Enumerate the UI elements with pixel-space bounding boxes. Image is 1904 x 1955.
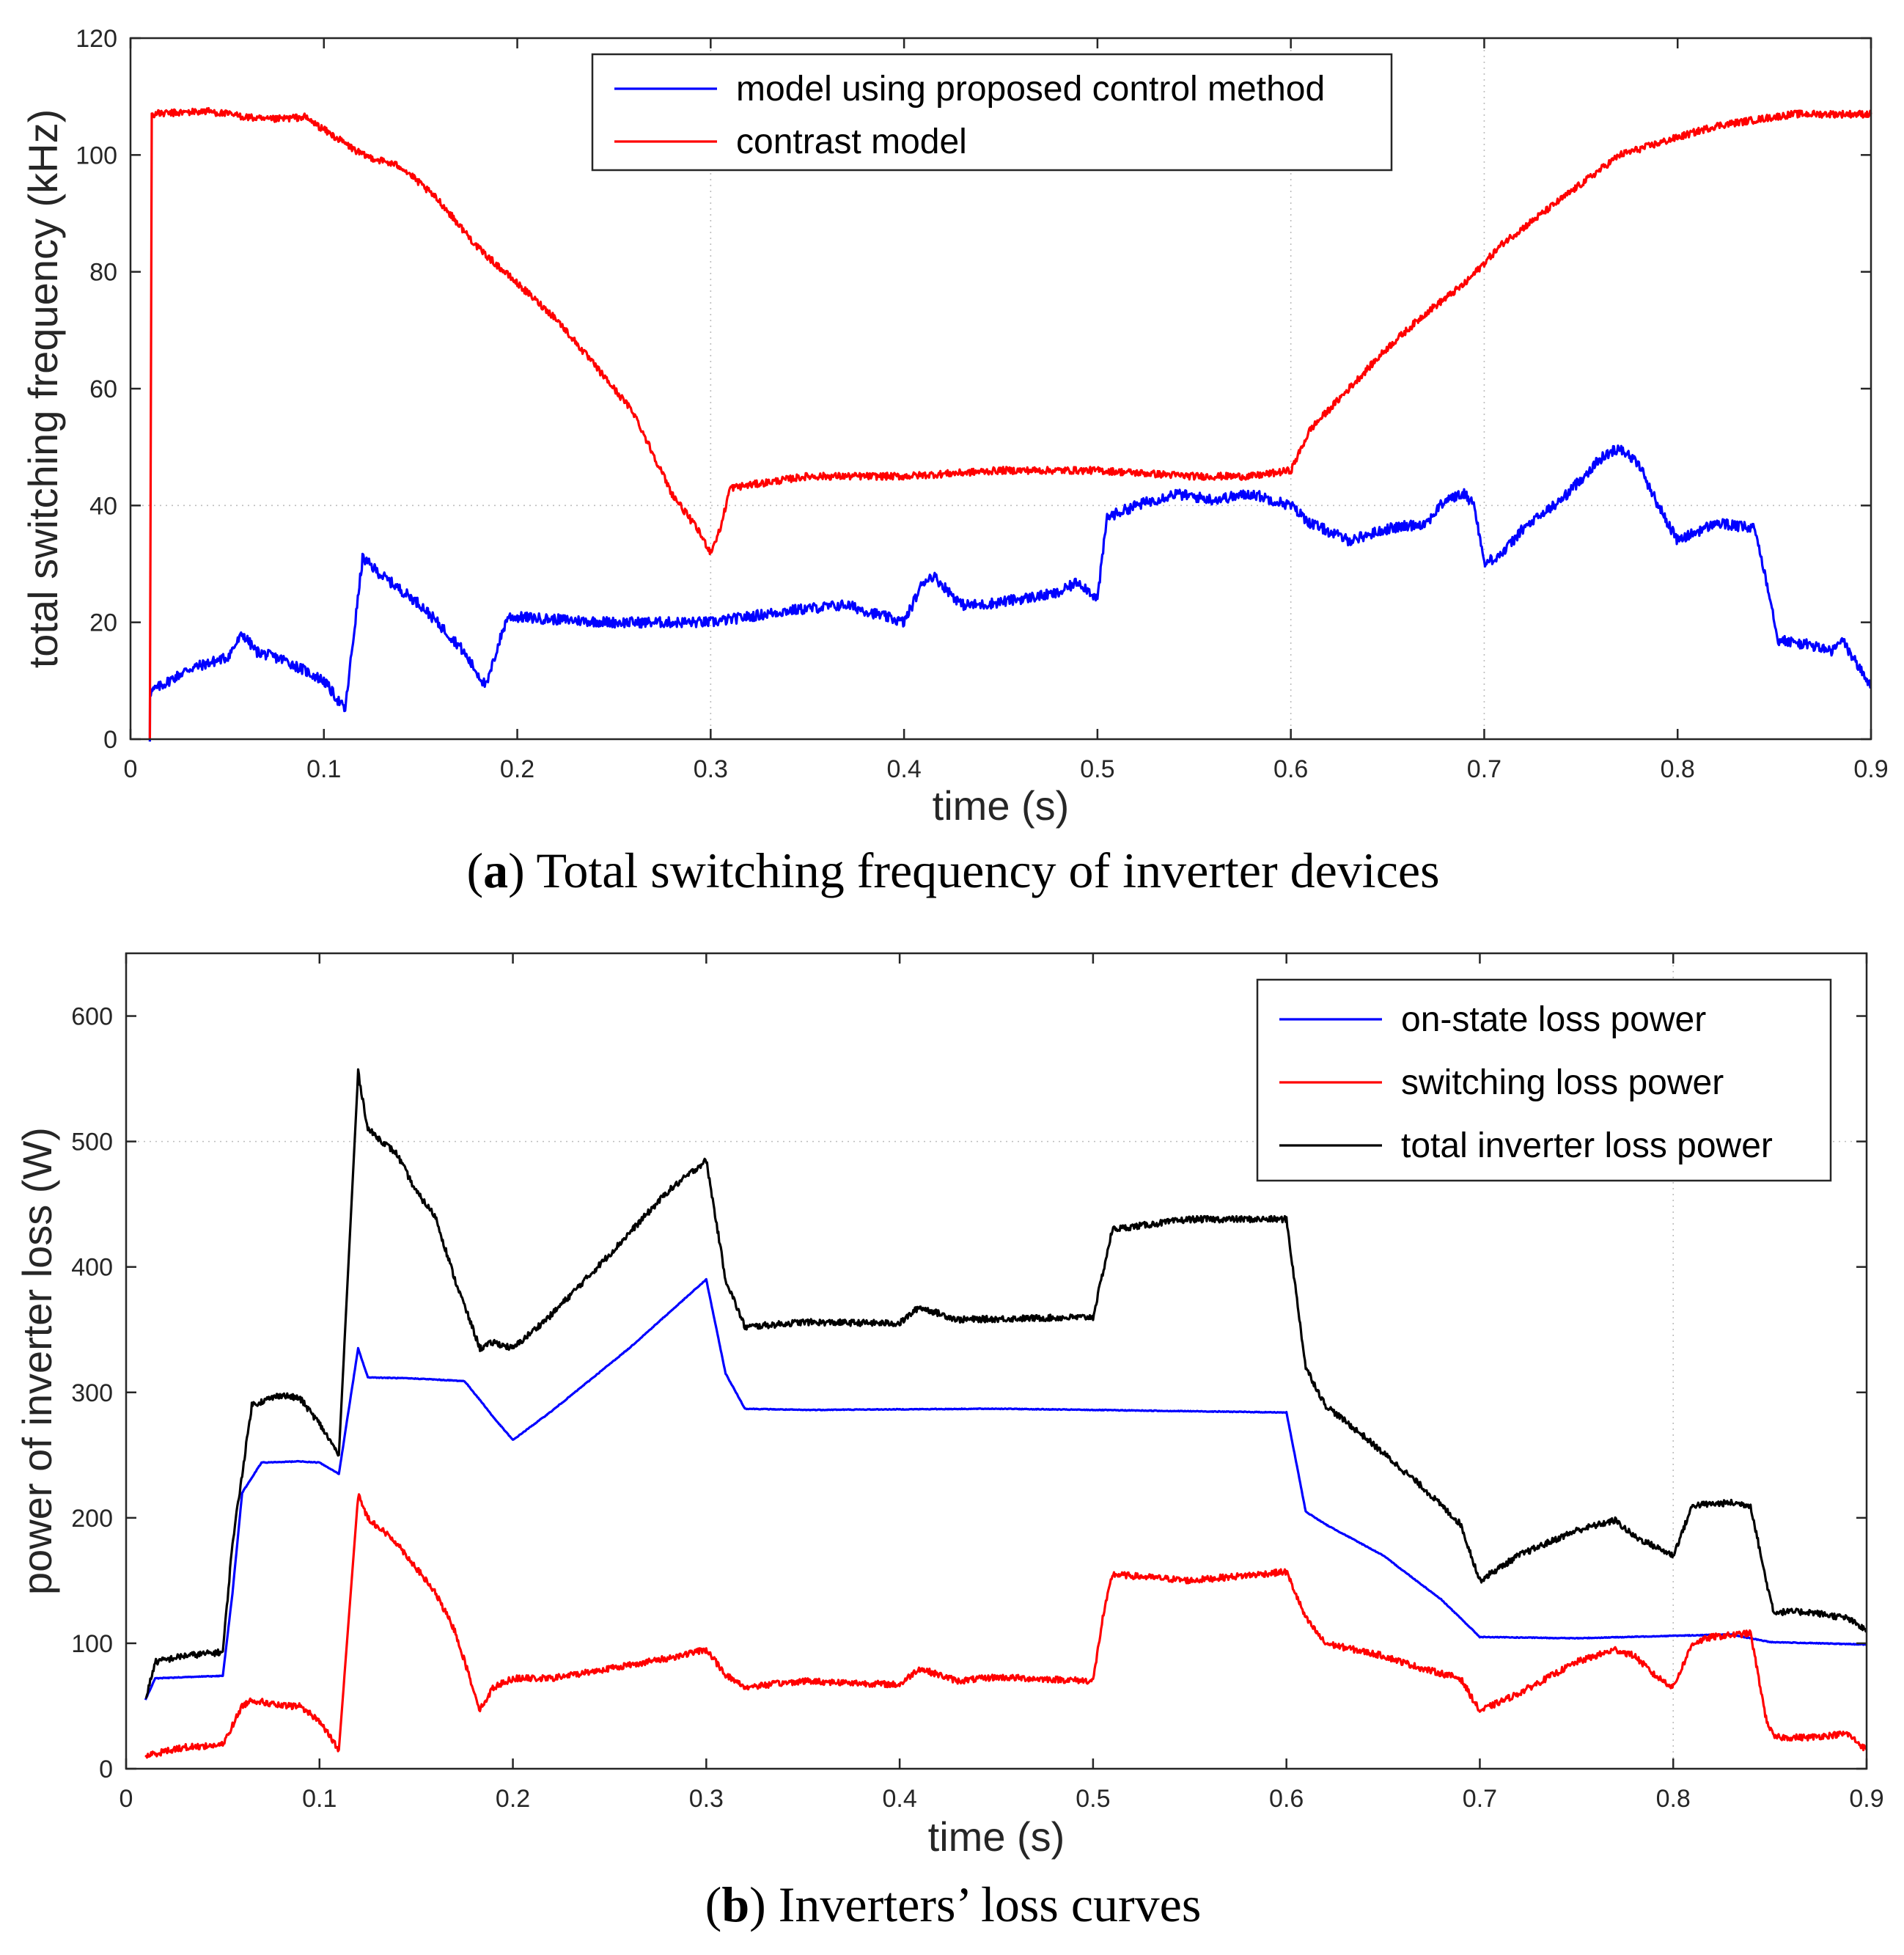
series-line-2 xyxy=(148,106,1872,740)
x-tick-label: 0.1 xyxy=(306,755,341,783)
x-tick-label: 0.9 xyxy=(1849,1785,1883,1813)
y-tick-label: 100 xyxy=(71,1630,113,1658)
x-tick-label: 0.6 xyxy=(1273,755,1308,783)
caption-b: (b) Inverters’ loss curves xyxy=(705,1877,1202,1932)
x-tick-label: 0.7 xyxy=(1467,755,1501,783)
legend-box xyxy=(1256,978,1832,1182)
caption-a: (a) Total switching frequency of inverte… xyxy=(466,843,1439,898)
y-tick-label: 200 xyxy=(71,1505,113,1533)
legend-label-2: contrast model xyxy=(736,122,967,161)
y-tick-label: 60 xyxy=(89,375,117,403)
x-tick-label: 0.1 xyxy=(302,1785,337,1813)
y-tick-label: 20 xyxy=(89,609,117,637)
legend-label-1: on-state loss power xyxy=(1401,1000,1706,1039)
chart-b: 0 0.1 0.2 0.3 0.4 0.5 0.6 0.7 0.8 0.9 0 100 200 300 40… xyxy=(14,952,1884,1860)
x-tick-label: 0.5 xyxy=(1076,1785,1110,1813)
x-tick-label: 0.8 xyxy=(1656,1785,1691,1813)
x-tick-label: 0 xyxy=(120,1785,133,1813)
legend-box xyxy=(591,53,1393,172)
y-tick-label: 0 xyxy=(103,726,117,754)
y-tick-label: 300 xyxy=(71,1379,113,1407)
series-line-1 xyxy=(148,444,1872,742)
x-axis-label: time (s) xyxy=(933,782,1070,829)
y-tick-label: 400 xyxy=(71,1254,113,1282)
y-tick-label: 100 xyxy=(76,142,117,169)
x-tick-label: 0.4 xyxy=(886,755,921,783)
x-tick-label: 0.6 xyxy=(1269,1785,1304,1813)
legend-label-3: total inverter loss power xyxy=(1401,1126,1773,1165)
y-tick-label: 600 xyxy=(71,1003,113,1031)
plot-frame xyxy=(125,952,1868,1770)
legend: on-state loss power switching loss power t… xyxy=(1256,978,1832,1182)
y-tick-label: 120 xyxy=(76,25,117,53)
x-tick-label: 0 xyxy=(124,755,138,783)
x-axis-label: time (s) xyxy=(928,1813,1065,1860)
y-tick-label: 80 xyxy=(89,259,117,287)
series-line-2 xyxy=(144,1493,1868,1759)
y-tick-label: 40 xyxy=(89,492,117,520)
y-tick-label: 500 xyxy=(71,1129,113,1156)
x-tick-label: 0.2 xyxy=(496,1785,530,1813)
x-tick-label: 0.3 xyxy=(689,1785,724,1813)
x-tick-label: 0.9 xyxy=(1853,755,1888,783)
legend-label-1: model using proposed control method xyxy=(736,70,1325,109)
y-axis-label: total switching frequency (kHz) xyxy=(20,109,66,669)
x-tick-label: 0.3 xyxy=(694,755,728,783)
x-tick-label: 0.5 xyxy=(1080,755,1114,783)
x-tick-label: 0.8 xyxy=(1661,755,1695,783)
x-tick-label: 0.4 xyxy=(882,1785,916,1813)
y-axis-label: power of inverter loss (W) xyxy=(14,1127,60,1595)
series-line-1 xyxy=(144,1277,1867,1701)
y-tick-label: 0 xyxy=(99,1756,113,1783)
chart-a: 0 0.1 0.2 0.3 0.4 0.5 0.6 0.7 0.8 0.9 0 20 40 60 80 100… xyxy=(20,25,1889,829)
x-tick-label: 0.2 xyxy=(500,755,534,783)
x-tick-label: 0.7 xyxy=(1463,1785,1497,1813)
legend: model using proposed control method contr… xyxy=(591,53,1393,172)
legend-label-2: switching loss power xyxy=(1401,1063,1724,1102)
series-line-3 xyxy=(144,1068,1868,1699)
